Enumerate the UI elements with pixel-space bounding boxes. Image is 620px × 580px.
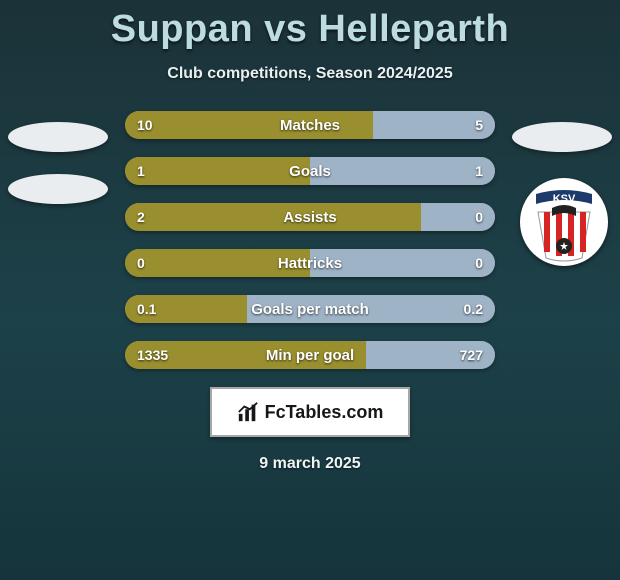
stat-row: Hattricks00 [125, 249, 495, 277]
left-team-ellipse-top [8, 122, 108, 152]
ksv-badge-icon: KSV [524, 182, 604, 262]
stat-bar-right [421, 203, 495, 231]
stat-bar-right [310, 249, 495, 277]
svg-text:KSV: KSV [553, 193, 576, 205]
stat-bar-right [310, 157, 495, 185]
stat-bar-right [373, 111, 495, 139]
stat-bar-left [125, 341, 366, 369]
stat-bar-left [125, 295, 247, 323]
brand-text: FcTables.com [265, 402, 384, 423]
stat-bar-left [125, 203, 421, 231]
page-subtitle: Club competitions, Season 2024/2025 [0, 65, 620, 83]
stat-bar-left [125, 111, 373, 139]
left-team-ellipse-bottom [8, 174, 108, 204]
stat-row: Goals11 [125, 157, 495, 185]
page-title: Suppan vs Helleparth [0, 0, 620, 51]
stat-row: Min per goal1335727 [125, 341, 495, 369]
stat-bar-left [125, 249, 310, 277]
stat-bar-right [247, 295, 495, 323]
brand-box: FcTables.com [210, 387, 410, 437]
stat-row: Matches105 [125, 111, 495, 139]
stats-bars: Matches105 Goals11 Assists20 Hattricks00 Goa… [125, 111, 495, 369]
stat-bar-left [125, 157, 310, 185]
right-team-ellipse-top [512, 122, 612, 152]
stat-row: Assists20 [125, 203, 495, 231]
right-team-badge: KSV [520, 178, 608, 266]
brand-chart-icon [237, 401, 259, 423]
stat-row: Goals per match0.10.2 [125, 295, 495, 323]
stat-bar-right [366, 341, 496, 369]
footer-date: 9 march 2025 [0, 455, 620, 473]
